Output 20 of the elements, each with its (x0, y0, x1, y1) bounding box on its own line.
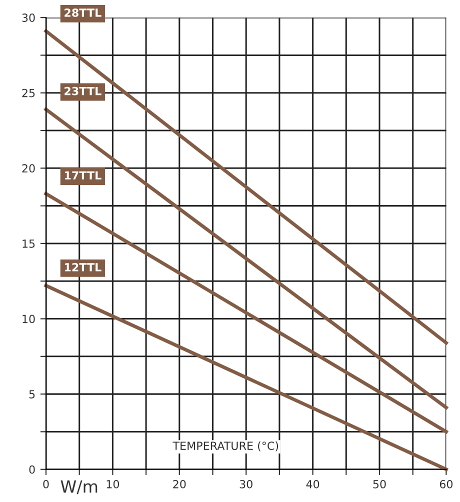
x-tick-label: 0 (43, 480, 49, 488)
y-tick-label: 20 (22, 164, 35, 173)
series-label: 12TTL (64, 263, 102, 272)
y-tick-label: 5 (29, 390, 35, 398)
x-tick-label: 10 (106, 480, 120, 488)
text: W/m (60, 480, 98, 494)
y-tick-label: 30 (22, 14, 35, 22)
y-tick-label: 25 (22, 88, 35, 98)
text: 23TTL (64, 86, 102, 96)
text: 28TTL (64, 8, 102, 17)
series-label: 17TTL (64, 171, 102, 180)
x-tick-label: 40 (306, 480, 320, 488)
x-tick-label: 20 (173, 480, 186, 488)
x-axis-title: TEMPERATURE (°C) (172, 441, 278, 452)
x-tick-label: 50 (373, 480, 386, 488)
y-tick-label: 10 (22, 314, 35, 324)
x-tick-label: 60 (440, 480, 453, 488)
y-tick-label: 15 (22, 240, 35, 248)
x-tick-label: 30 (240, 480, 252, 488)
y-tick-label: 0 (29, 465, 35, 474)
